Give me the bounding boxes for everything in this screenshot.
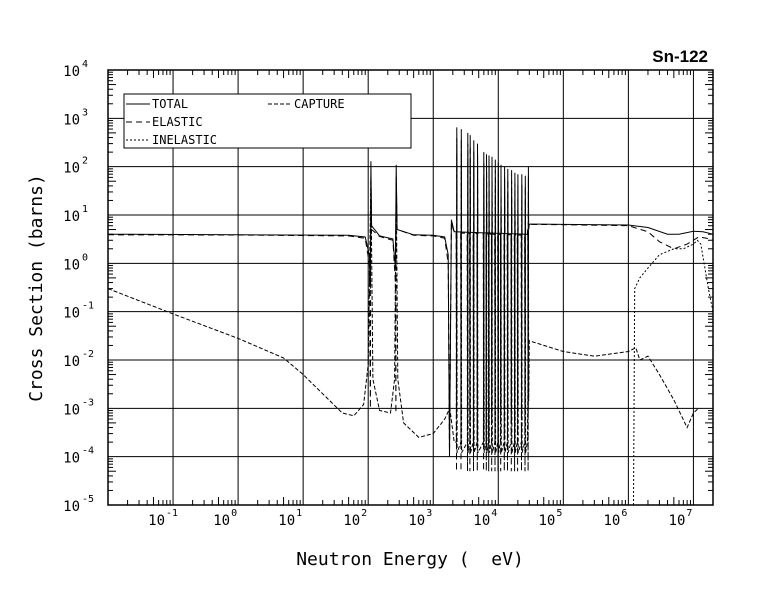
legend-label-inelastic: INELASTIC: [152, 133, 217, 147]
y-tick-label: 10: [63, 354, 80, 370]
y-tick-exponent: -3: [82, 397, 94, 408]
x-tick-label: 10: [473, 513, 490, 529]
x-tick-label: 10: [148, 513, 165, 529]
y-tick-exponent: -1: [82, 301, 94, 312]
x-tick-exponent: 3: [426, 508, 432, 519]
series-total-line: [107, 127, 714, 457]
plot-frame: [107, 69, 714, 506]
chart-title: Sn-122: [652, 47, 708, 66]
y-tick-exponent: -2: [82, 349, 94, 360]
x-tick-exponent: 5: [556, 508, 562, 519]
y-tick-label: 10: [63, 257, 80, 273]
x-tick-exponent: 1: [296, 508, 302, 519]
x-tick-exponent: 4: [491, 508, 497, 519]
x-tick-exponent: -1: [166, 508, 178, 519]
x-tick-label: 10: [604, 513, 621, 529]
y-tick-exponent: 3: [82, 107, 88, 118]
curves: [107, 127, 714, 506]
y-tick-exponent: -4: [82, 446, 94, 457]
tick-labels: 10 -1 10 0 10 1 10 2 10 3 10 4 10 5 10 6 10 710 410 310 210 1…: [63, 59, 692, 529]
y-tick-exponent: 0: [82, 252, 88, 263]
y-tick-label: 10: [63, 161, 80, 177]
legend-label-total: TOTAL: [152, 97, 188, 111]
x-tick-label: 10: [669, 513, 686, 529]
y-tick-label: 10: [63, 451, 80, 467]
y-tick-label: 10: [63, 499, 80, 515]
x-tick-label: 10: [213, 513, 230, 529]
x-tick-label: 10: [538, 513, 555, 529]
x-axis-label: Neutron Energy ( eV): [296, 549, 524, 570]
x-tick-exponent: 7: [686, 508, 692, 519]
y-tick-exponent: 1: [82, 204, 88, 215]
series-capture-line: [107, 152, 699, 454]
x-tick-exponent: 0: [231, 508, 237, 519]
y-tick-exponent: 4: [82, 59, 88, 70]
legend-label-capture: CAPTURE: [294, 97, 345, 111]
y-axis-label: Cross Section (barns): [26, 174, 47, 402]
y-tick-label: 10: [63, 209, 80, 225]
y-tick-exponent: -5: [82, 494, 94, 505]
x-tick-exponent: 6: [621, 508, 627, 519]
y-tick-label: 10: [63, 402, 80, 418]
legend-box: [123, 93, 412, 149]
series-inelastic-line: [633, 239, 714, 506]
legend-label-elastic: ELASTIC: [152, 115, 203, 129]
x-tick-label: 10: [343, 513, 360, 529]
y-tick-label: 10: [63, 64, 80, 80]
series-elastic-line: [107, 138, 714, 472]
y-tick-label: 10: [63, 112, 80, 128]
ticks: [108, 70, 714, 505]
x-tick-label: 10: [408, 513, 425, 529]
x-tick-exponent: 2: [361, 508, 367, 519]
x-tick-label: 10: [278, 513, 295, 529]
legend: TOTAL ELASTIC INELASTIC CAPTURE: [123, 93, 412, 149]
y-tick-exponent: 2: [82, 156, 88, 167]
y-tick-label: 10: [63, 306, 80, 322]
